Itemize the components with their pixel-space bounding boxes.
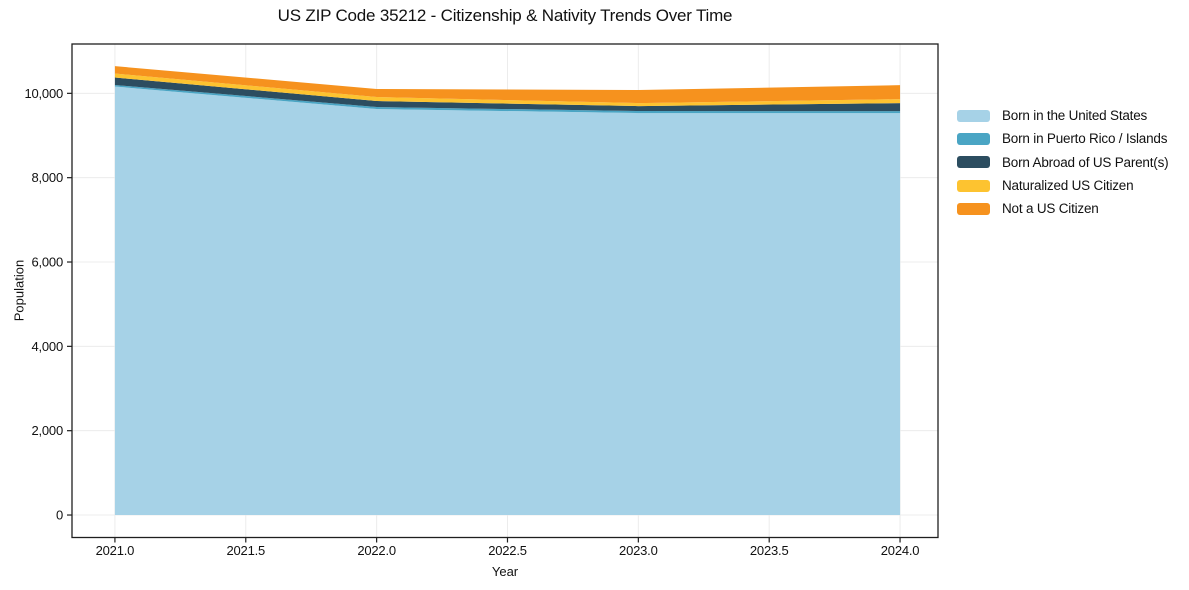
- x-tick-label: 2021.0: [96, 543, 135, 558]
- y-tick-label: 10,000: [24, 86, 63, 101]
- area-series-2: [114, 77, 901, 112]
- legend-swatch-icon: [957, 109, 990, 122]
- legend-item: Born in Puerto Rico / Islands: [957, 127, 1168, 150]
- plot-border: [71, 43, 939, 539]
- y-tick-label: 0: [56, 508, 63, 523]
- x-tick-label: 2024.0: [881, 543, 920, 558]
- legend-swatch-icon: [957, 156, 990, 169]
- chart-title: US ZIP Code 35212 - Citizenship & Nativi…: [277, 6, 733, 25]
- x-tick-label: 2021.5: [226, 543, 265, 558]
- y-tick-label: 4,000: [31, 339, 63, 354]
- legend-label: Born in the United States: [1002, 108, 1148, 124]
- legend-item: Not a US Citizen: [957, 197, 1168, 220]
- y-tick-label: 2,000: [31, 423, 63, 438]
- x-tick-label: 2023.5: [750, 543, 789, 558]
- area-series-0: [114, 86, 901, 516]
- legend-swatch-icon: [957, 179, 990, 192]
- area-series-3: [114, 73, 901, 107]
- area-series-4: [114, 66, 901, 104]
- y-tick-label: 6,000: [31, 255, 63, 270]
- chart-legend: Born in the United States Born in Puerto …: [957, 104, 1169, 220]
- x-tick-label: 2022.0: [357, 543, 396, 558]
- y-tick-label: 8,000: [31, 170, 63, 185]
- legend-label: Not a US Citizen: [1002, 201, 1099, 217]
- x-tick-label: 2022.5: [488, 543, 527, 558]
- legend-swatch-icon: [957, 132, 990, 145]
- x-axis-title: Year: [491, 564, 519, 579]
- legend-item: Born Abroad of US Parent(s): [957, 151, 1169, 174]
- legend-label: Born Abroad of US Parent(s): [1002, 154, 1169, 170]
- legend-item: Born in the United States: [957, 104, 1168, 127]
- y-axis-title: Population: [11, 259, 27, 322]
- legend-item: Naturalized US Citizen: [957, 174, 1168, 197]
- legend-swatch-icon: [957, 202, 990, 215]
- area-series-1: [114, 85, 901, 114]
- legend-label: Naturalized US Citizen: [1002, 178, 1134, 194]
- legend-label: Born in Puerto Rico / Islands: [1002, 131, 1168, 147]
- x-tick-label: 2023.0: [619, 543, 658, 558]
